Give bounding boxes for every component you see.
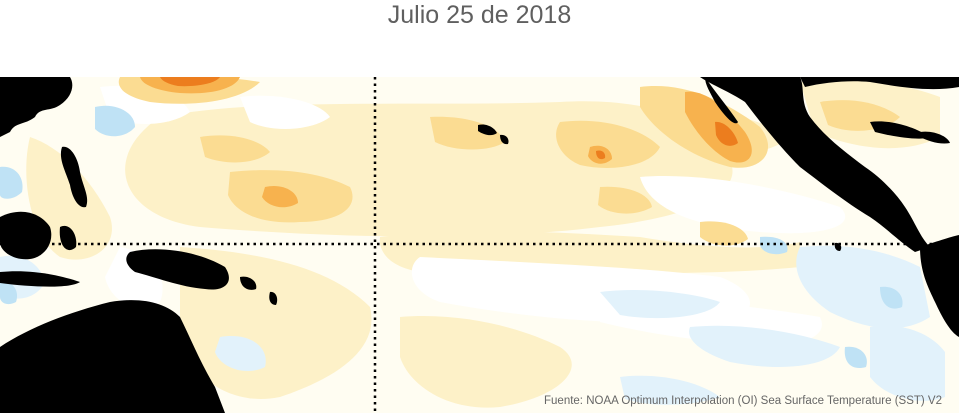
land-philippines [60,146,88,208]
data-source-credit: Fuente: NOAA Optimum Interpolation (OI) … [544,395,942,407]
land-solomon-islands [240,276,257,290]
land-vanuatu [269,291,278,305]
land-asia [0,77,73,137]
land-baja-california [705,77,738,124]
land-java [0,271,80,287]
sst-anomaly-map [0,77,959,413]
land-mexico [700,77,930,252]
land-masses [0,77,959,413]
map-title: Julio 25 de 2018 [387,1,572,29]
land-australia [0,300,225,413]
land-usa-gulf [800,77,959,90]
land-maritime-continent [0,211,52,260]
cool-anomaly-regions [0,105,903,369]
warm-anomaly-hot-regions [160,77,738,160]
land-hawaii [478,124,497,136]
land-hawaii-big-island [500,134,509,145]
land-cuba [870,121,930,139]
land-hispaniola [920,131,950,144]
land-south-america [920,235,959,337]
land-new-guinea [126,249,229,290]
